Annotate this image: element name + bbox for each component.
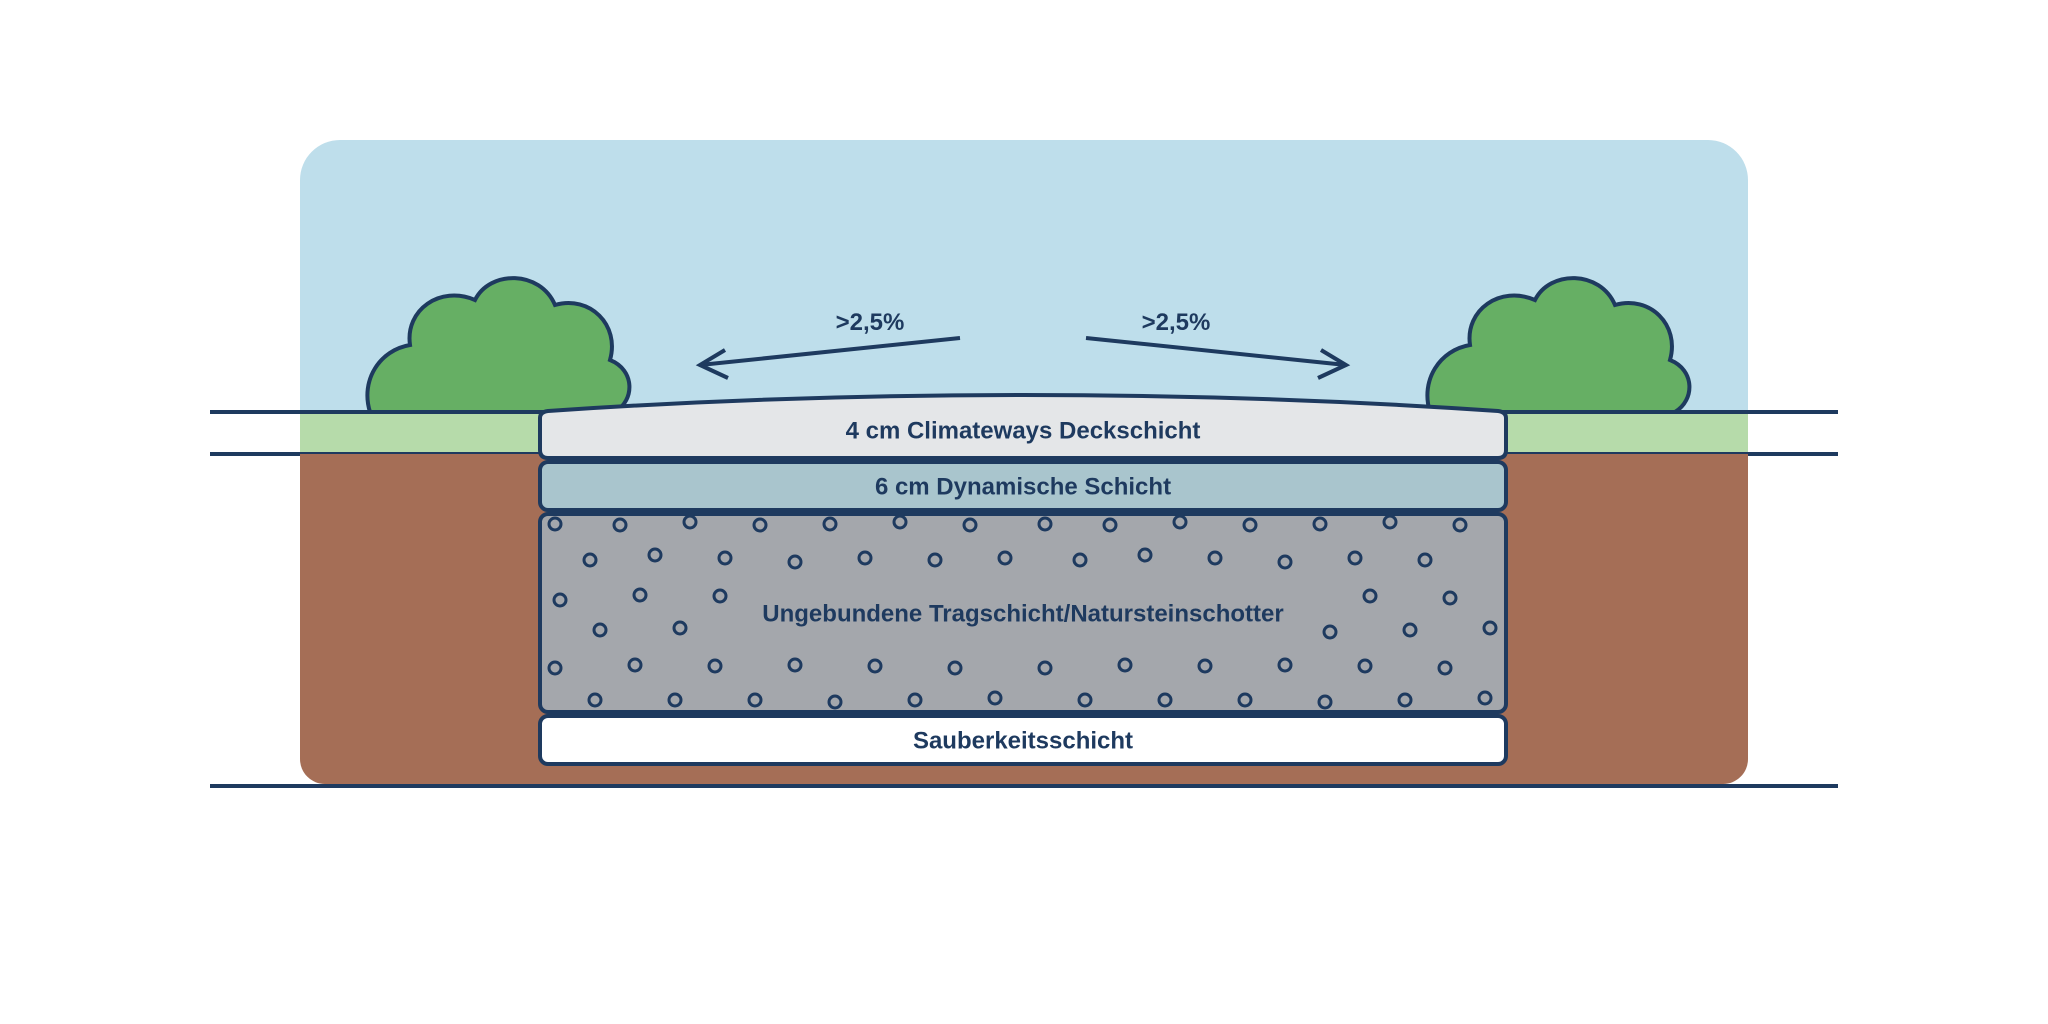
layer-top-label: 4 cm Climateways Deckschicht — [846, 417, 1201, 444]
path-layers: 4 cm Climateways Deckschicht 6 cm Dynami… — [540, 395, 1506, 764]
cross-section-diagram: 4 cm Climateways Deckschicht 6 cm Dynami… — [0, 0, 2048, 1024]
slope-label-right: >2,5% — [1142, 309, 1211, 336]
slope-label-left: >2,5% — [836, 309, 905, 336]
layer-bottom-label: Sauberkeitsschicht — [913, 727, 1133, 754]
layer-mid-label: 6 cm Dynamische Schicht — [875, 473, 1171, 500]
layer-gravel-label: Ungebundene Tragschicht/Natursteinschott… — [762, 600, 1283, 627]
